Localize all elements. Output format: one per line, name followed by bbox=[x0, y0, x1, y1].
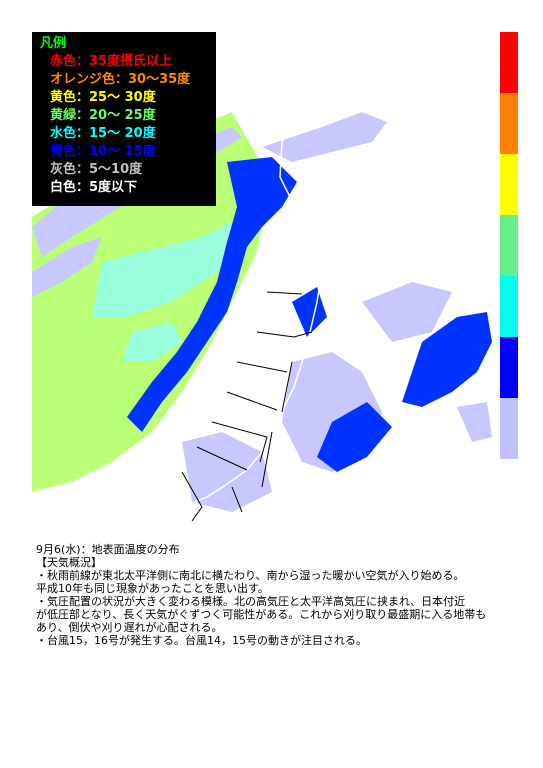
caption: 9月6(水)：地表面温度の分布 【天気概況】 ・秋雨前線が東北太平洋側に南北に横… bbox=[36, 543, 506, 647]
map-cyan-region bbox=[92, 222, 242, 317]
caption-line: あり、倒伏や刈り遅れが心配される。 bbox=[36, 621, 223, 634]
map-lavender-region-2 bbox=[32, 237, 102, 297]
map-blue-region bbox=[127, 157, 297, 432]
legend-item: 水色：15～ 20度 bbox=[50, 126, 156, 141]
colorbar-segment bbox=[500, 93, 518, 154]
caption-lines: ・秋雨前線が東北太平洋側に南北に横たわり、南から湿った暖かい空気が入り始める。平… bbox=[36, 569, 506, 647]
map-blue-region-4 bbox=[292, 287, 327, 337]
legend-item: オレンジ色：30～35度 bbox=[50, 72, 191, 87]
caption-line: ・台風15，16号が発生する。台風14，15号の動きが注目される。 bbox=[36, 634, 367, 647]
legend-item: 赤色：35度摂氏以上 bbox=[50, 54, 173, 69]
caption-line: ・気圧配置の状況が大きく変わる模様。北の高気圧と太平洋高気圧に挟まれ、日本付近 bbox=[36, 595, 466, 608]
colorbar-segment bbox=[500, 276, 518, 337]
colorbar-segment bbox=[500, 32, 518, 93]
map-lavender-region-6 bbox=[362, 282, 452, 342]
legend-title: 凡例 bbox=[40, 36, 67, 51]
caption-heading: 9月6(水)：地表面温度の分布 bbox=[36, 543, 180, 556]
legend-box: 凡例 赤色：35度摂氏以上オレンジ色：30～35度 黄色：25～ 30度 黄緑：20… bbox=[32, 32, 216, 206]
map-lavender-region-5 bbox=[182, 432, 272, 512]
tohoku-coastline bbox=[130, 243, 323, 513]
colorbar-segment bbox=[500, 337, 518, 398]
legend-item: 黄緑：20～ 25度 bbox=[50, 108, 156, 123]
caption-line: が低圧部となり、長く天気がぐずつく可能性がある。これから刈り取り最盛期に入る地帯… bbox=[36, 608, 487, 621]
colorbar-segment bbox=[500, 154, 518, 215]
map-lavender-region-3 bbox=[262, 112, 387, 162]
legend-items: 赤色：35度摂氏以上オレンジ色：30～35度 黄色：25～ 30度 黄緑：20～ 2… bbox=[40, 53, 216, 197]
colorbar-segment bbox=[500, 215, 518, 276]
legend-item: 青色：10～ 15度 bbox=[50, 144, 156, 159]
map-blue-region-2 bbox=[402, 312, 492, 407]
temperature-map bbox=[32, 32, 495, 521]
map-lavender-region-7 bbox=[457, 402, 492, 442]
legend-item: 灰色：5～10度 bbox=[50, 162, 143, 177]
colorbar-segment bbox=[500, 398, 518, 459]
caption-line: 平成10年も同じ現象があったことを思い出す。 bbox=[36, 582, 269, 595]
caption-line: ・秋雨前線が東北太平洋側に南北に横たわり、南から湿った暖かい空気が入り始める。 bbox=[36, 569, 465, 582]
map-cyan-region-2 bbox=[122, 322, 182, 362]
caption-section: 【天気概況】 bbox=[36, 556, 102, 569]
hokkaido-coastline bbox=[276, 61, 464, 234]
colorbar bbox=[500, 32, 518, 459]
map-blue-region-3 bbox=[317, 402, 392, 472]
legend-item: 黄色：25～ 30度 bbox=[50, 90, 156, 105]
prefecture-borders bbox=[181, 291, 313, 521]
legend-item: 白色：5度以下 bbox=[50, 180, 138, 195]
